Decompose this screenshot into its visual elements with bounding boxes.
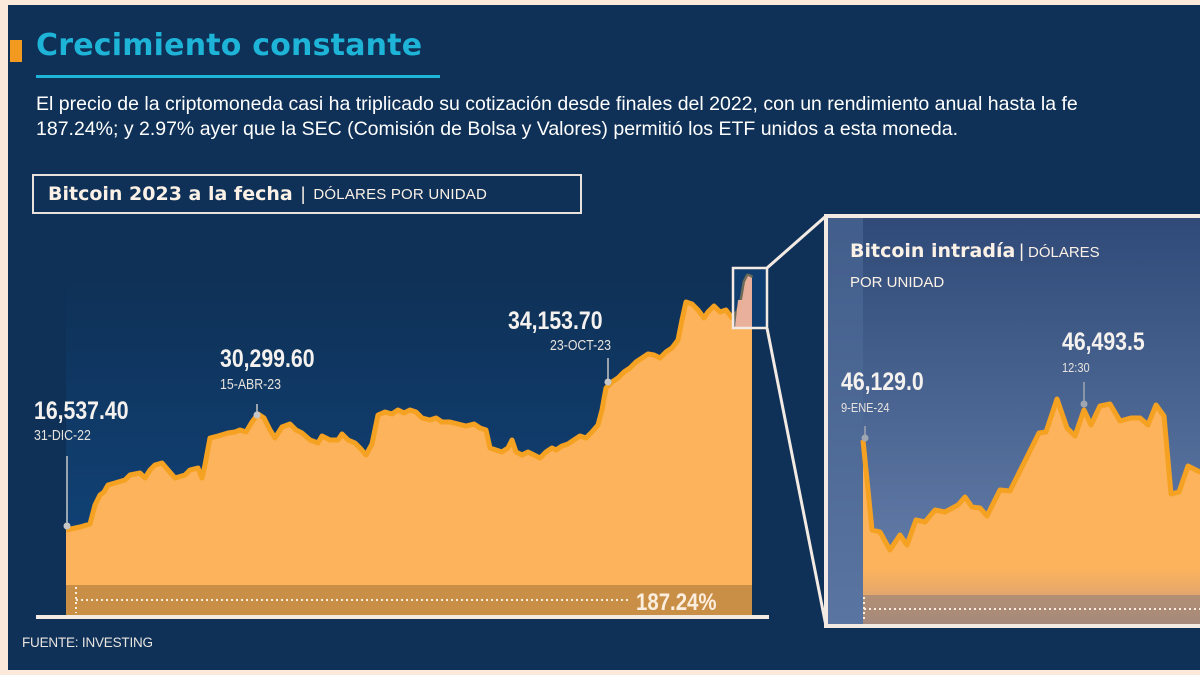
main-chart-title: Bitcoin 2023 a la fecha xyxy=(48,183,293,205)
intraday-separator: | xyxy=(1019,241,1024,261)
source-note: FUENTE: INVESTING xyxy=(22,635,153,650)
intraday-header: Bitcoin intradía | DÓLARES POR UNIDAD xyxy=(850,240,1100,291)
return-percentage: 187.24% xyxy=(636,589,717,616)
main-baseline xyxy=(36,615,769,619)
main-chart-header: Bitcoin 2023 a la fecha | DÓLARES POR UN… xyxy=(32,174,582,214)
intraday-annotation-value-2: 46,493.5 xyxy=(1062,328,1145,356)
page-title: Crecimiento constante xyxy=(36,28,423,63)
main-chart-unit: DÓLARES POR UNIDAD xyxy=(313,185,488,203)
intraday-title: Bitcoin intradía xyxy=(850,240,1016,262)
annotation-dot-1 xyxy=(63,522,71,530)
annotation-value-1: 16,537.40 xyxy=(34,397,129,425)
intraday-annotation-date-1: 9-ENE-24 xyxy=(841,400,890,415)
lede-line-1: El precio de la criptomoneda casi ha tri… xyxy=(36,93,1078,115)
title-accent-bar xyxy=(10,40,22,62)
intraday-dot-2 xyxy=(1080,400,1088,408)
zoom-connector-bottom xyxy=(765,327,828,627)
intraday-left-strip xyxy=(828,218,863,624)
lede-line-2: 187.24%; y 2.97% ayer que la SEC (Comisi… xyxy=(36,118,959,140)
intraday-unit-line2: POR UNIDAD xyxy=(850,274,945,291)
annotation-value-2: 30,299.60 xyxy=(220,345,315,373)
annotation-dot-2 xyxy=(253,411,261,419)
intraday-annotation-value-1: 46,129.0 xyxy=(841,368,924,396)
annotation-date-1: 31-DIC-22 xyxy=(34,428,91,444)
annotation-dot-3 xyxy=(604,378,612,386)
return-band xyxy=(66,585,752,615)
lede-text: El precio de la criptomoneda casi ha tri… xyxy=(36,92,1200,142)
main-line xyxy=(65,273,754,533)
intraday-area xyxy=(863,399,1200,624)
intraday-annotation-date-2: 12:30 xyxy=(1062,360,1090,375)
annotation-value-3: 34,153.70 xyxy=(508,307,603,335)
zoom-connector-top xyxy=(766,214,827,270)
main-area xyxy=(66,276,752,615)
annotation-date-2: 15-ABR-23 xyxy=(220,377,281,393)
main-chart-separator: | xyxy=(300,183,306,204)
title-underline xyxy=(36,75,440,78)
annotation-date-3: 23-OCT-23 xyxy=(550,338,611,354)
zoom-region-area xyxy=(735,276,752,328)
intraday-line xyxy=(860,396,1200,553)
intraday-unit-line1: DÓLARES xyxy=(1027,244,1100,261)
intraday-dot-1 xyxy=(861,434,869,442)
zoom-region-box xyxy=(731,266,769,330)
